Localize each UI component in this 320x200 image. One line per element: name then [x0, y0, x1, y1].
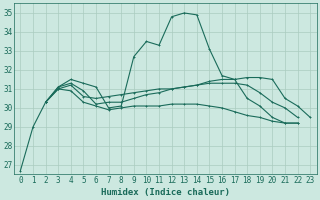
X-axis label: Humidex (Indice chaleur): Humidex (Indice chaleur) [101, 188, 230, 197]
